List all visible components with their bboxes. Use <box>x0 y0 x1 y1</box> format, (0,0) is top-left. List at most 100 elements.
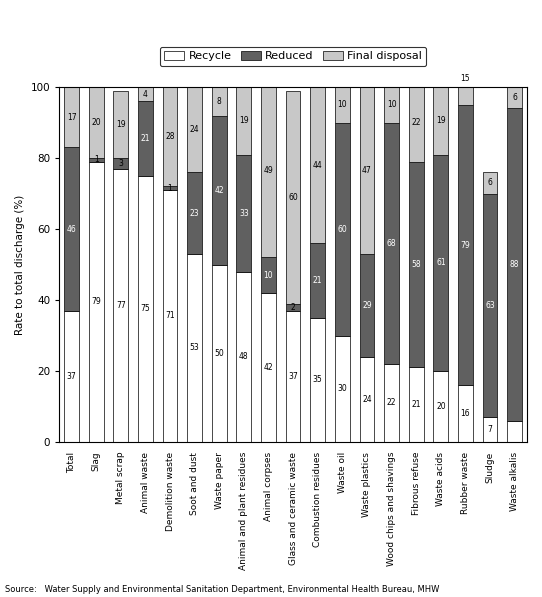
Bar <box>409 162 424 367</box>
Bar <box>113 91 128 158</box>
Bar <box>163 190 177 442</box>
Bar <box>163 186 177 190</box>
Text: 29: 29 <box>362 301 372 310</box>
Text: 8: 8 <box>217 97 222 106</box>
Text: 7: 7 <box>488 425 493 434</box>
Text: 24: 24 <box>362 395 372 404</box>
Bar <box>434 371 448 442</box>
Bar <box>113 169 128 442</box>
Text: 30: 30 <box>338 384 347 393</box>
Bar <box>483 417 498 442</box>
Text: 68: 68 <box>387 239 396 248</box>
Bar <box>64 87 79 147</box>
Text: 22: 22 <box>387 398 396 407</box>
Bar <box>64 310 79 442</box>
Text: 63: 63 <box>485 301 495 310</box>
Text: 60: 60 <box>338 224 347 233</box>
Text: 10: 10 <box>387 100 396 109</box>
Bar <box>458 385 473 442</box>
Text: Source:   Water Supply and Environmental Sanitation Department, Environmental He: Source: Water Supply and Environmental S… <box>5 585 440 594</box>
Text: 19: 19 <box>239 116 249 125</box>
Legend: Recycle, Reduced, Final disposal: Recycle, Reduced, Final disposal <box>160 47 427 66</box>
Text: 42: 42 <box>215 186 224 195</box>
Text: 28: 28 <box>165 133 175 141</box>
Text: 20: 20 <box>91 118 101 127</box>
Bar <box>458 51 473 105</box>
Text: 37: 37 <box>288 372 298 381</box>
Bar <box>311 243 325 318</box>
Bar <box>483 193 498 417</box>
Bar <box>409 367 424 442</box>
Bar <box>212 87 227 115</box>
Bar <box>507 109 522 421</box>
Bar <box>113 158 128 169</box>
Text: 1: 1 <box>167 184 172 193</box>
Text: 15: 15 <box>461 74 470 83</box>
Text: 79: 79 <box>91 297 101 306</box>
Text: 21: 21 <box>411 400 421 409</box>
Text: 16: 16 <box>461 409 470 418</box>
Text: 75: 75 <box>140 304 150 313</box>
Bar <box>409 84 424 162</box>
Text: 10: 10 <box>263 270 273 279</box>
Text: 42: 42 <box>263 363 273 372</box>
Text: 6: 6 <box>488 179 493 187</box>
Text: 19: 19 <box>436 116 446 125</box>
Bar <box>261 257 276 293</box>
Bar <box>384 364 399 442</box>
Text: 47: 47 <box>362 166 372 175</box>
Bar <box>89 162 104 442</box>
Bar <box>507 421 522 442</box>
Bar <box>261 84 276 257</box>
Text: 37: 37 <box>67 372 76 381</box>
Bar <box>286 303 300 310</box>
Bar <box>384 87 399 122</box>
Text: 49: 49 <box>263 166 273 175</box>
Bar <box>212 264 227 442</box>
Text: 88: 88 <box>510 260 519 269</box>
Bar <box>434 87 448 155</box>
Bar <box>64 147 79 310</box>
Bar <box>261 293 276 442</box>
Bar <box>359 254 375 357</box>
Text: 21: 21 <box>313 276 322 285</box>
Text: 79: 79 <box>461 241 470 250</box>
Text: 2: 2 <box>291 303 295 312</box>
Bar <box>187 87 202 173</box>
Text: 50: 50 <box>215 349 224 358</box>
Text: 24: 24 <box>190 125 199 134</box>
Bar <box>236 87 251 155</box>
Bar <box>384 122 399 364</box>
Bar <box>89 87 104 158</box>
Bar <box>507 87 522 109</box>
Text: 46: 46 <box>67 224 76 233</box>
Bar <box>335 87 350 122</box>
Text: 60: 60 <box>288 193 298 202</box>
Bar <box>286 310 300 442</box>
Text: 3: 3 <box>118 159 123 168</box>
Bar <box>163 87 177 186</box>
Text: 53: 53 <box>190 343 199 352</box>
Bar <box>138 87 153 101</box>
Text: 33: 33 <box>239 208 249 217</box>
Bar <box>187 173 202 254</box>
Bar <box>434 155 448 371</box>
Bar <box>335 122 350 336</box>
Text: 44: 44 <box>313 161 322 170</box>
Text: 22: 22 <box>411 118 421 127</box>
Text: 61: 61 <box>436 259 446 267</box>
Bar <box>286 91 300 303</box>
Bar <box>359 87 375 254</box>
Text: 58: 58 <box>411 260 421 269</box>
Bar <box>212 115 227 264</box>
Bar <box>138 101 153 176</box>
Bar <box>236 155 251 272</box>
Text: 23: 23 <box>190 208 199 217</box>
Bar <box>311 318 325 442</box>
Text: 20: 20 <box>436 402 446 411</box>
Text: 19: 19 <box>116 120 126 129</box>
Text: 77: 77 <box>116 301 126 310</box>
Text: 21: 21 <box>140 134 150 143</box>
Bar <box>311 87 325 243</box>
Text: 71: 71 <box>165 312 175 321</box>
